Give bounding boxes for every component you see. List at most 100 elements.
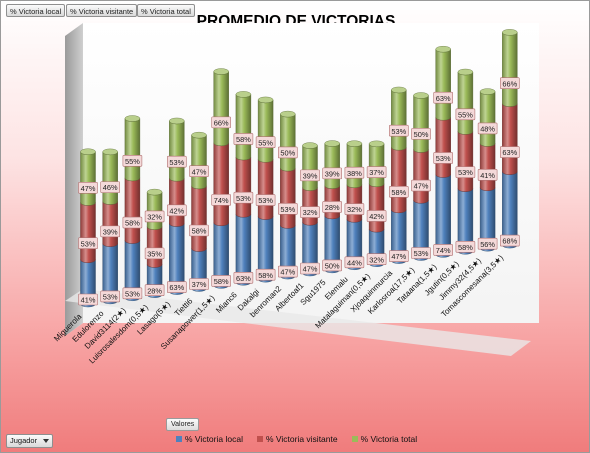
chart-floor [65, 289, 531, 356]
data-label-box [300, 206, 320, 218]
data-label: 55% [255, 136, 276, 148]
side-wall [65, 23, 83, 336]
data-label-box [122, 287, 143, 300]
data-label-text: 63% [436, 94, 451, 103]
bar-segment [479, 91, 496, 147]
data-label: 58% [122, 216, 143, 229]
bar-segment [213, 71, 229, 147]
data-label-box [78, 237, 98, 249]
data-label-text: 42% [169, 206, 184, 215]
data-label-box [255, 194, 276, 206]
data-label-box [233, 133, 254, 145]
data-label-box [277, 146, 298, 159]
bar-segment [146, 226, 163, 268]
data-label-text: 39% [325, 169, 340, 178]
data-label: 63% [233, 271, 254, 284]
data-label-box [189, 224, 209, 237]
bar-stack [191, 131, 207, 292]
data-label-box [322, 201, 343, 213]
data-label: 35% [144, 247, 165, 260]
filter-button-victoria-total[interactable]: % Victoria total [137, 4, 195, 17]
bar-top-cap [391, 86, 407, 94]
data-label-box [322, 167, 343, 180]
bar-stack [368, 140, 385, 267]
data-label: 47% [300, 262, 320, 275]
row-field-dropdown[interactable]: Jugador [6, 434, 54, 448]
data-label-text: 53% [391, 127, 406, 136]
data-label-text: 53% [414, 249, 429, 258]
data-label: 38% [344, 166, 365, 179]
bar-segment [102, 151, 118, 205]
filter-button-victoria-visitante[interactable]: % Victoria visitante [66, 4, 138, 17]
data-label-text: 47% [192, 167, 207, 176]
data-label-box [433, 91, 454, 104]
data-label: 63% [499, 146, 520, 158]
data-label: 58% [388, 186, 409, 198]
data-label-text: 44% [347, 258, 362, 267]
data-label: 32% [144, 210, 165, 223]
data-label: 44% [344, 256, 365, 269]
filter-button-victoria-local[interactable]: % Victoria local [6, 4, 66, 17]
data-label-box [78, 293, 98, 306]
data-label-box [100, 181, 120, 193]
data-label: 53% [433, 152, 454, 164]
data-label-box [100, 225, 120, 238]
data-label: 63% [167, 281, 187, 293]
bar-segment [391, 147, 407, 214]
legend-label-total: % Victoria total [360, 434, 418, 444]
data-label: 53% [100, 290, 120, 303]
data-label-box [411, 179, 431, 192]
data-label-box [211, 275, 231, 287]
data-label-text: 41% [81, 296, 96, 305]
data-label-box [300, 262, 320, 275]
data-label: 56% [477, 237, 498, 250]
bar-top-cap [280, 110, 296, 118]
bar-stack [213, 68, 229, 289]
data-label-box [499, 77, 520, 89]
data-label: 47% [277, 265, 298, 278]
data-label-box [277, 265, 298, 278]
data-label-text: 47% [303, 265, 318, 274]
bar-segment [413, 95, 429, 153]
data-label-box [411, 247, 431, 259]
bar-segment [169, 120, 185, 182]
legend-item-visitante: % Victoria visitante [256, 432, 338, 446]
data-label-box [144, 247, 165, 260]
data-label-box [366, 253, 387, 265]
data-label-text: 41% [480, 171, 495, 180]
bar-segment [124, 177, 141, 244]
bar-stack [257, 96, 274, 283]
bar-stack [280, 110, 296, 280]
data-label-box [255, 136, 276, 148]
data-label-text: 39% [103, 227, 118, 236]
bar-stack [80, 148, 96, 308]
values-field-button[interactable]: Valores [166, 418, 200, 431]
data-label: 53% [78, 237, 98, 249]
data-label-box [233, 271, 254, 284]
legend-label-visitante: % Victoria visitante [265, 434, 338, 444]
data-label: 74% [211, 194, 231, 206]
bar-top-cap [191, 131, 207, 139]
bar-segment [280, 168, 296, 229]
data-label: 58% [233, 133, 254, 145]
data-label: 47% [388, 250, 409, 262]
data-label-text: 46% [103, 183, 118, 192]
data-label-text: 32% [369, 255, 384, 264]
bar-segment [257, 159, 274, 220]
data-label-text: 47% [280, 268, 295, 277]
data-label-text: 63% [169, 283, 184, 292]
data-label-box [78, 181, 98, 194]
row-field-label: Jugador [10, 436, 38, 445]
data-label-box [189, 278, 209, 290]
data-label-box [455, 241, 476, 253]
data-label: 37% [366, 166, 387, 178]
data-label-text: 38% [347, 169, 362, 178]
data-label: 47% [189, 165, 209, 177]
bar-segment [346, 143, 363, 188]
data-label-text: 50% [280, 149, 295, 158]
bar-segment [479, 143, 496, 191]
bar-stack [391, 86, 407, 264]
data-label-text: 58% [214, 277, 229, 286]
data-label-text: 47% [391, 252, 406, 261]
data-label-text: 53% [280, 205, 295, 214]
